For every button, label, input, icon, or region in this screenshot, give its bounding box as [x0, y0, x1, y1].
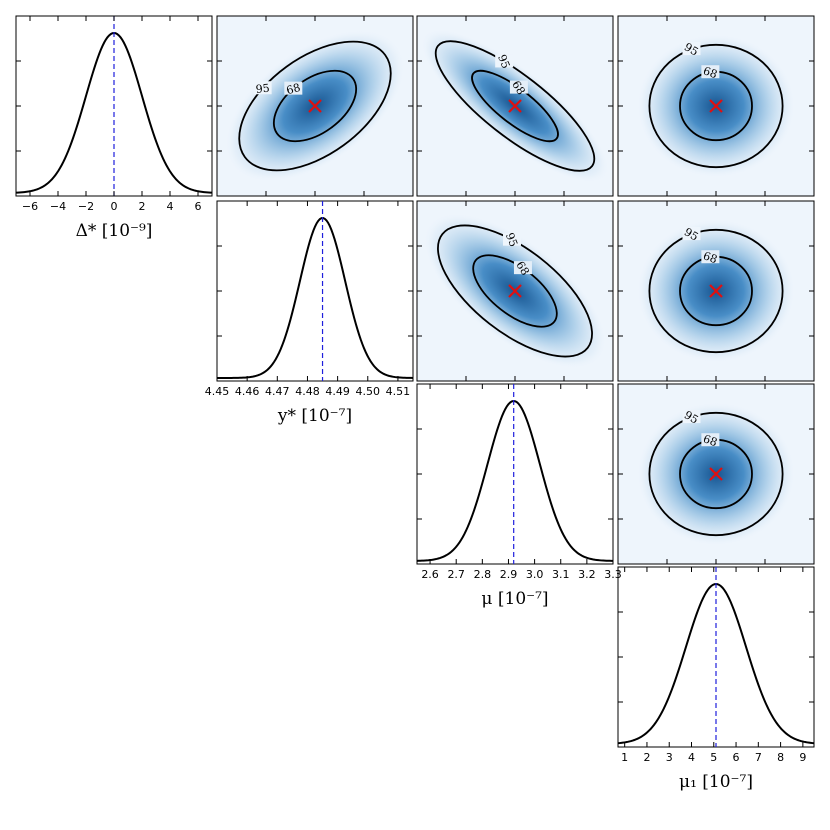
panel-frame [617, 200, 815, 382]
contour-label-gap [495, 54, 514, 68]
x-tick-label: 3.3 [604, 568, 622, 581]
contour-label-68: 68 [509, 78, 527, 97]
contour-label-95: 95 [495, 53, 512, 71]
panel-frame [416, 383, 614, 565]
contour-label-gap [682, 227, 701, 241]
truth-marker [709, 99, 723, 113]
marginal-curve [416, 399, 614, 562]
truth-marker [308, 99, 322, 113]
x-tick-label: 5 [710, 751, 717, 764]
contour-label-68: 68 [285, 81, 302, 97]
x-tick-label: 4.50 [356, 385, 381, 398]
truth-marker [709, 284, 723, 298]
x-tick-label: 4.47 [265, 385, 290, 398]
x-tick-label: 4.51 [386, 385, 411, 398]
x-tick-label: 3 [666, 751, 673, 764]
pair-panel-0-1: 68 95 [216, 15, 414, 197]
marginal-panel-delta: −6 −4 −2 0 2 4 6 Δ* [10⁻⁹] [15, 15, 213, 241]
truth-marker [508, 284, 522, 298]
contour-label-95: 95 [682, 225, 701, 243]
x-tick-label: −6 [22, 200, 38, 213]
contour-label-gap [513, 261, 532, 275]
x-tick-label: 0 [111, 200, 118, 213]
contour-label-gap [701, 433, 720, 447]
contour-label-gap [284, 81, 303, 95]
contour-label-68: 68 [701, 64, 719, 81]
x-tick-label: 3.1 [552, 568, 570, 581]
x-tick-label: 2.9 [500, 568, 518, 581]
x-tick-label: 6 [733, 751, 740, 764]
contour-label-gap [682, 410, 701, 424]
contour-95 [648, 43, 784, 169]
axis-label-mu1: μ₁ [10⁻⁷] [679, 772, 753, 792]
pair-panel-1-2: 68 95 [416, 200, 614, 382]
contour-label-68: 68 [513, 259, 531, 278]
x-tick-label: 6 [195, 200, 202, 213]
panel-frame [416, 15, 614, 197]
x-tick-label: −4 [50, 200, 66, 213]
axis-label-mu: μ [10⁻⁷] [481, 589, 548, 609]
x-tick-label: 2 [643, 751, 650, 764]
x-tick-label: 4.49 [325, 385, 350, 398]
contour-label-68: 68 [701, 432, 719, 449]
contour-label-gap [253, 81, 272, 95]
contour-label-68: 68 [701, 249, 719, 266]
panel-frame [416, 200, 614, 382]
marginal-panel-y: 4.45 4.46 4.47 4.48 4.49 4.50 4.51 y* [10⁻⁷] [205, 200, 414, 426]
truth-marker [508, 99, 522, 113]
panel-frame [216, 15, 414, 197]
x-tick-label: 3.2 [578, 568, 596, 581]
contour-label-gap [503, 232, 522, 246]
panel-frame [617, 383, 815, 565]
contour-label-95: 95 [682, 408, 701, 426]
contour-95 [434, 40, 596, 172]
panel-frame [617, 15, 815, 197]
x-tick-label: −2 [78, 200, 94, 213]
contour-label-gap [701, 65, 720, 79]
x-tick-label: 3.0 [526, 568, 544, 581]
x-tick-label: 2.7 [447, 568, 465, 581]
contour-label-95: 95 [255, 82, 270, 96]
x-tick-label: 4 [167, 200, 174, 213]
x-tick-label: 4.46 [235, 385, 260, 398]
truth-marker [709, 467, 723, 481]
x-tick-label: 2 [139, 200, 146, 213]
x-tick-label: 4.45 [205, 385, 230, 398]
contour-95 [648, 228, 784, 354]
contour-label-gap [509, 80, 528, 94]
marginal-curve [217, 217, 414, 379]
x-tick-label: 8 [777, 751, 784, 764]
x-tick-label: 7 [755, 751, 762, 764]
contour-label-95: 95 [503, 231, 520, 249]
x-tick-label: 2.6 [421, 568, 439, 581]
x-tick-label: 1 [621, 751, 628, 764]
x-tick-label: 4 [688, 751, 695, 764]
marginal-panel-mu1: 1 2 3 4 5 6 7 8 9 μ₁ [10⁻⁷] [617, 566, 815, 792]
axis-label-y: y* [10⁻⁷] [277, 406, 352, 426]
contour-95 [648, 411, 784, 537]
marginal-panel-mu: 2.6 2.7 2.8 2.9 3.0 3.1 3.2 3.3 μ [10⁻⁷] [416, 383, 622, 609]
x-tick-label: 4.48 [295, 385, 320, 398]
contour-label-gap [682, 42, 701, 56]
contour-label-gap [701, 250, 720, 264]
x-tick-label: 2.8 [474, 568, 492, 581]
axis-label-delta: Δ* [10⁻⁹] [76, 221, 153, 241]
contour-95 [437, 224, 593, 358]
contour-label-95: 95 [682, 40, 701, 58]
x-tick-label: 9 [799, 751, 806, 764]
contour-95 [238, 40, 392, 172]
